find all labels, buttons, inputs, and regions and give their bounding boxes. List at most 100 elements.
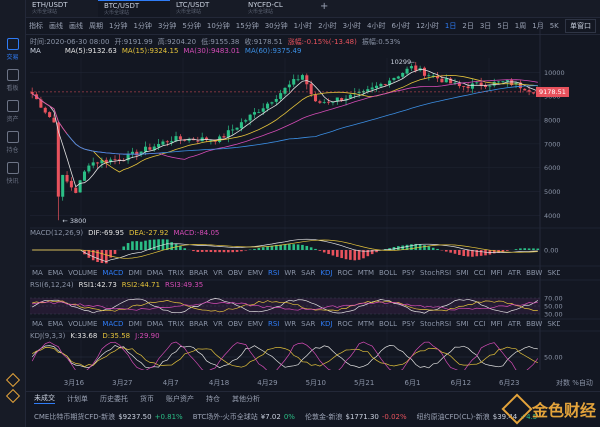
ticker-item[interactable]: 纽约原油CFD(CL)-新浪 $39.44 +4.5 [417,412,538,422]
toolbar-left-2[interactable]: 画线 [69,22,83,30]
sidebar-item-2[interactable]: 资产 [0,94,25,125]
indicator-roc[interactable]: ROC [337,269,353,277]
period-14[interactable]: 1日 [444,22,457,30]
period-8[interactable]: 1小时 [293,22,313,30]
toolbar-left-1[interactable]: 画线 [49,22,63,30]
indicator2-mfi[interactable]: MFI [490,320,503,328]
indicator-stochrsi[interactable]: StochRSI [420,269,452,277]
tab-0[interactable]: ETH/USDT 火币全球站 [26,0,98,17]
period-4[interactable]: 5分钟 [182,22,201,30]
indicator-macd[interactable]: MACD [102,269,124,277]
axis-controls[interactable]: 对数 %自动 [556,379,593,387]
period-17[interactable]: 5日 [497,22,509,30]
indicator-bbw[interactable]: BBW [526,269,543,277]
indicator-volume[interactable]: VOLUME [68,269,98,277]
bottom-tab-6[interactable]: 其他分析 [232,394,260,403]
indicator2-boll[interactable]: BOLL [379,320,398,328]
sidebar-item-1[interactable]: 看板 [0,63,25,94]
indicator-ema[interactable]: EMA [47,269,64,277]
period-2[interactable]: 1分钟 [133,22,152,30]
tab-2[interactable]: LTC/USDT 火币全球站 [170,0,242,17]
ticker-item[interactable]: BTC场外-火币全球站 ¥7.02 0% [193,412,295,422]
indicator2-emv[interactable]: EMV [247,320,263,328]
indicator-dma[interactable]: DMA [146,269,164,277]
tab-1[interactable]: BTC/USDT 火币全球站 [98,0,170,17]
period-18[interactable]: 1周 [514,22,527,30]
indicator2-ema[interactable]: EMA [47,320,64,328]
indicator-smi[interactable]: SMI [456,269,469,277]
period-0[interactable]: 周期 [89,22,103,30]
indicator2-volume[interactable]: VOLUME [68,320,98,328]
period-20[interactable]: 5K [549,22,559,30]
indicator2-sar[interactable]: SAR [301,320,316,328]
period-15[interactable]: 2日 [462,22,474,30]
ma-label[interactable]: MA [30,47,41,55]
indicator2-rsi[interactable]: RSI [267,320,280,328]
period-11[interactable]: 4小时 [367,22,386,30]
indicator-vr[interactable]: VR [213,269,223,277]
bottom-tab-2[interactable]: 历史委托 [100,394,128,403]
indicator2-obv[interactable]: OBV [227,320,243,328]
indicator2-smi[interactable]: SMI [456,320,469,328]
period-13[interactable]: 12小时 [415,22,439,30]
indicator-emv[interactable]: EMV [247,269,263,277]
indicator-trix[interactable]: TRIX [168,269,185,277]
indicator2-mtm[interactable]: MTM [357,320,375,328]
indicator-dmi[interactable]: DMI [128,269,142,277]
indicator2-brar[interactable]: BRAR [189,320,209,328]
indicator-wr[interactable]: WR [284,269,297,277]
period-5[interactable]: 10分钟 [206,22,230,30]
price-chart[interactable]: 4000500060007000800090001000010299← 3800… [30,0,600,370]
indicator-kdj[interactable]: KDJ [320,269,333,277]
indicator2-skdj[interactable]: SKDJ [547,320,560,328]
period-7[interactable]: 30分钟 [264,22,288,30]
indicator2-ma[interactable]: MA [32,320,43,328]
indicator-psy[interactable]: PSY [402,269,415,277]
bottom-tab-4[interactable]: 账户资产 [166,394,194,403]
ticker-item[interactable]: CME比特币期货CFD-新浪 $9237.50 +0.81% [34,412,183,422]
period-10[interactable]: 3小时 [342,22,362,30]
indicator-obv[interactable]: OBV [227,269,243,277]
indicator-skdj[interactable]: SKDJ [547,269,560,277]
help-icon[interactable] [5,388,21,404]
add-tab-button[interactable]: + [320,1,329,12]
indicator-brar[interactable]: BRAR [189,269,209,277]
layout-select[interactable]: 单窗口 [565,19,596,33]
indicator2-atr[interactable]: ATR [507,320,522,328]
bottom-tab-0[interactable]: 未成交 [34,394,55,404]
sidebar-item-0[interactable]: 交易 [0,32,25,63]
settings-icon[interactable] [5,372,21,388]
indicator-rsi[interactable]: RSI [267,269,280,277]
indicator-sar[interactable]: SAR [301,269,316,277]
toolbar-left-0[interactable]: 指标 [29,22,43,30]
indicator2-wr[interactable]: WR [284,320,297,328]
period-12[interactable]: 6小时 [391,22,410,30]
indicator2-stochrsi[interactable]: StochRSI [420,320,452,328]
tab-3[interactable]: NYCFD-CL 火币全球站 [242,0,314,17]
indicator2-psy[interactable]: PSY [402,320,415,328]
indicator-atr[interactable]: ATR [507,269,522,277]
period-1[interactable]: 1分钟 [109,22,128,30]
indicator2-trix[interactable]: TRIX [168,320,185,328]
indicator2-macd[interactable]: MACD [102,320,124,328]
indicator2-dmi[interactable]: DMI [128,320,142,328]
bottom-tab-3[interactable]: 货币 [140,394,154,403]
indicator2-roc[interactable]: ROC [337,320,353,328]
indicator2-bbw[interactable]: BBW [526,320,543,328]
sidebar-item-3[interactable]: 持仓 [0,125,25,156]
indicator2-kdj[interactable]: KDJ [320,320,333,328]
indicator-cci[interactable]: CCI [473,269,486,277]
bottom-tab-5[interactable]: 持仓 [206,394,220,403]
indicator-ma[interactable]: MA [32,269,43,277]
period-19[interactable]: 1月 [532,22,544,30]
indicator2-vr[interactable]: VR [213,320,223,328]
indicator2-cci[interactable]: CCI [473,320,486,328]
period-3[interactable]: 3分钟 [157,22,177,30]
period-16[interactable]: 3日 [479,22,492,30]
indicator2-dma[interactable]: DMA [146,320,164,328]
sidebar-item-4[interactable]: 快讯 [0,156,25,187]
indicator-boll[interactable]: BOLL [379,269,398,277]
period-9[interactable]: 2小时 [318,22,337,30]
indicator-mfi[interactable]: MFI [490,269,503,277]
indicator-mtm[interactable]: MTM [357,269,375,277]
